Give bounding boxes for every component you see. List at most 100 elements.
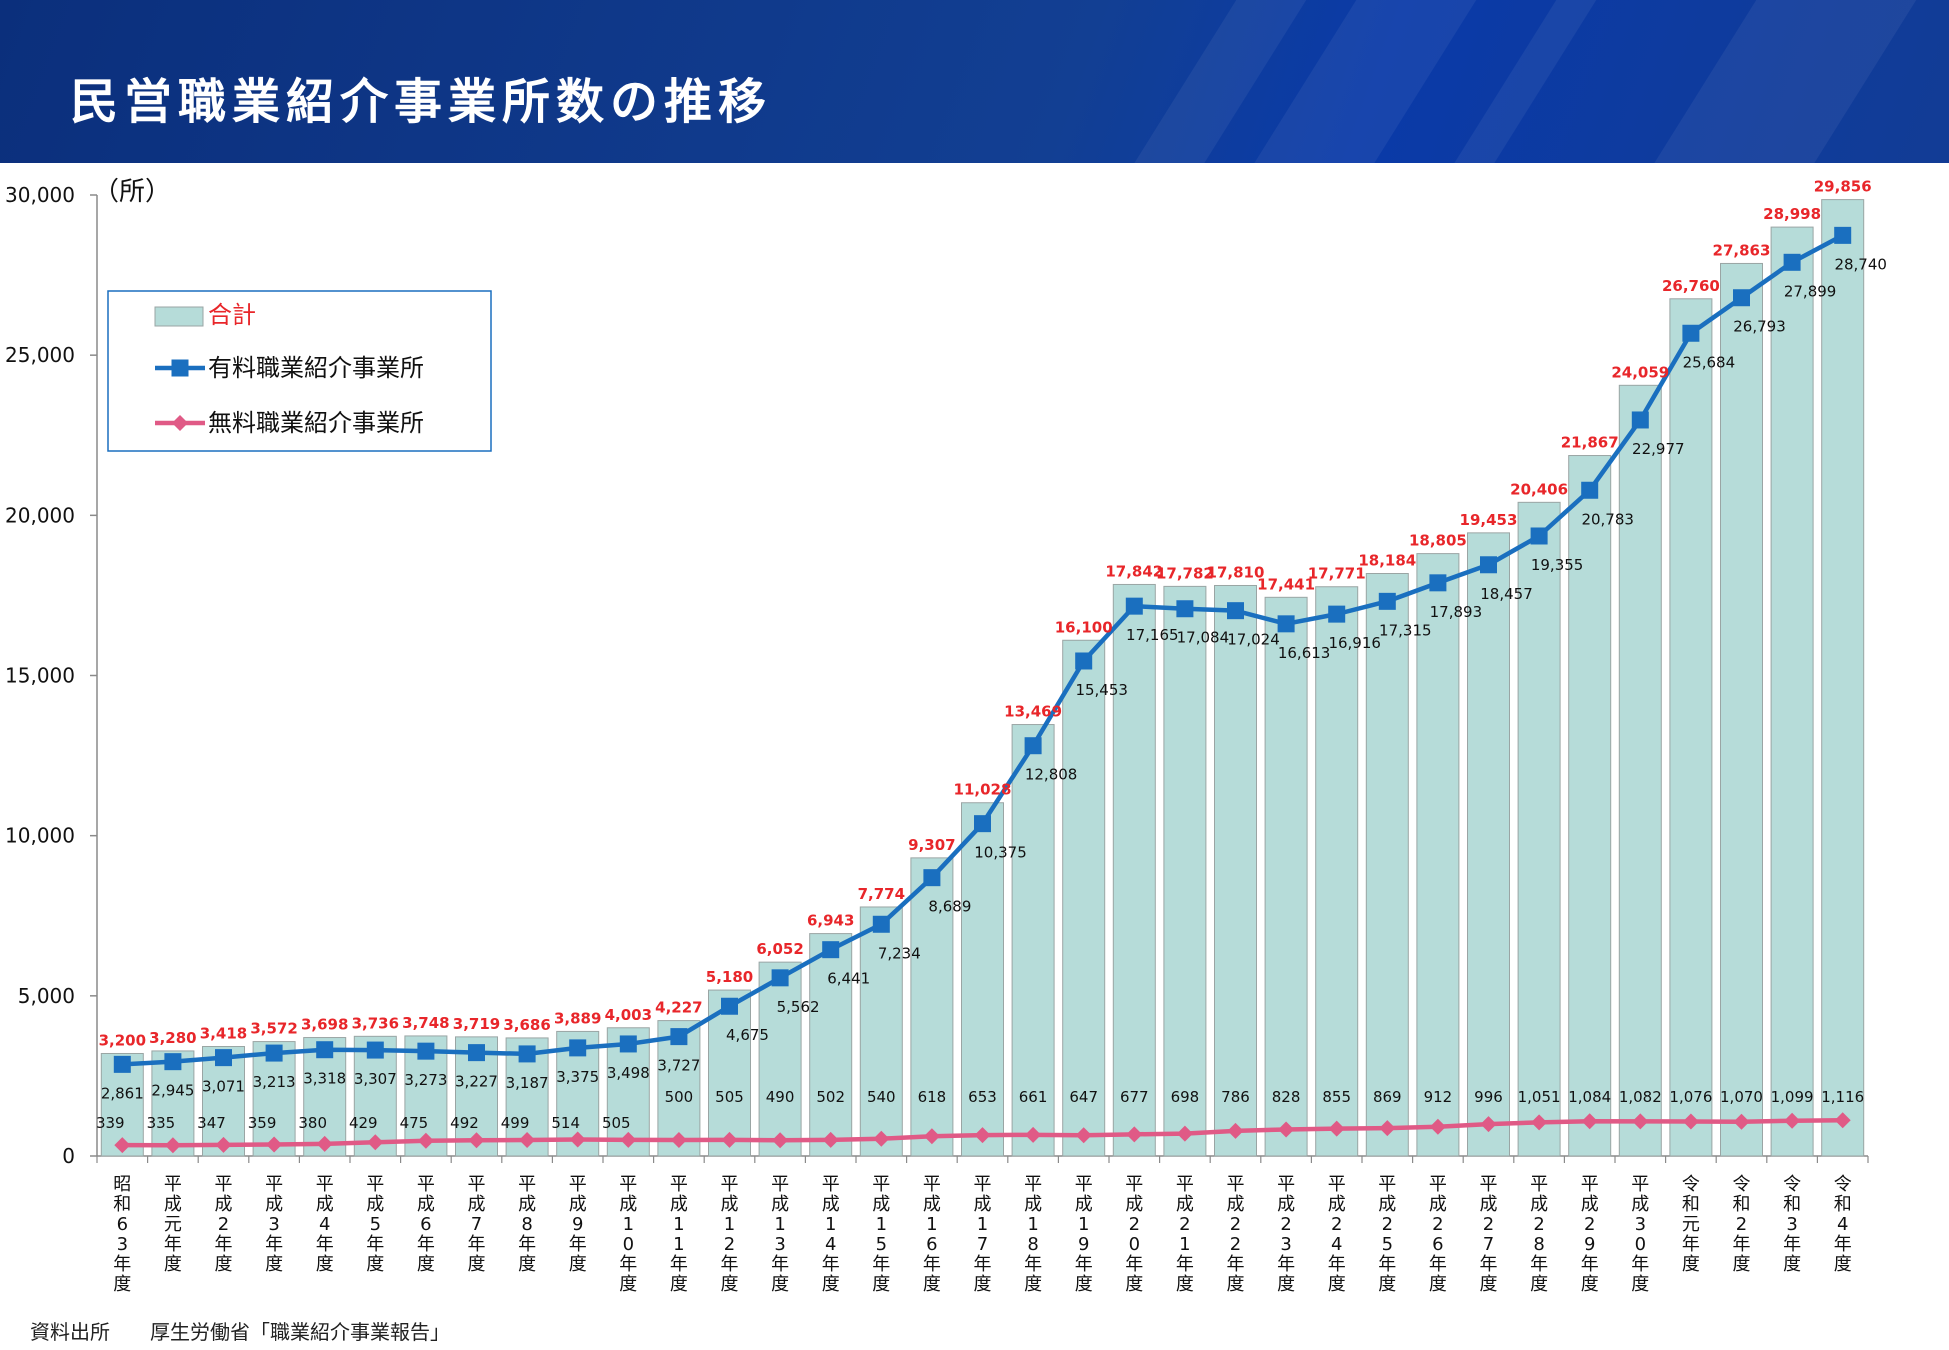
label-free: 492 (450, 1114, 479, 1132)
label-total: 21,867 (1561, 434, 1619, 452)
x-category-char: 2 (724, 1234, 735, 1255)
x-category-char: 平 (215, 1174, 233, 1195)
bar-total (809, 933, 853, 1157)
label-free: 380 (298, 1114, 327, 1132)
label-total: 3,572 (250, 1020, 297, 1038)
marker-free (1784, 1112, 1801, 1129)
chart: 0 5,000 10,000 15,000 20,000 25,000 30,000 （所） 3… (5, 177, 1887, 1295)
x-category-char: 平 (1075, 1174, 1093, 1195)
label-total: 3,736 (352, 1014, 399, 1032)
x-category-char: 1 (673, 1234, 684, 1255)
x-category-char: 平 (872, 1174, 890, 1195)
label-paid: 16,916 (1328, 634, 1381, 652)
label-free: 618 (918, 1088, 947, 1106)
x-category-char: 成 (923, 1194, 941, 1215)
x-category-char: 成 (1227, 1194, 1245, 1215)
x-category-char: 度 (1682, 1254, 1700, 1275)
bar-total (1062, 639, 1106, 1157)
x-category-char: 年 (923, 1254, 941, 1275)
marker-free (1581, 1113, 1598, 1130)
x-category-char: 年 (619, 1254, 637, 1275)
marker-free (1328, 1120, 1345, 1137)
label-paid: 17,315 (1379, 621, 1432, 639)
x-category-char: 令 (1733, 1174, 1751, 1195)
marker-paid (1378, 592, 1396, 610)
marker-free (164, 1137, 181, 1154)
bar-total (708, 989, 751, 1157)
marker-free (468, 1132, 485, 1149)
label-total: 4,227 (655, 999, 702, 1017)
bar-total (1720, 262, 1763, 1157)
x-category-char: 2 (1129, 1214, 1140, 1235)
x-category-char: 平 (518, 1174, 536, 1195)
bar-total (1770, 226, 1814, 1157)
bar-total (1821, 199, 1865, 1157)
label-total: 26,760 (1662, 277, 1720, 295)
label-free: 869 (1373, 1088, 1402, 1106)
x-category-char: 度 (1024, 1274, 1042, 1295)
legend-label-total: 合計 (208, 301, 256, 329)
marker-paid (1733, 289, 1750, 307)
x-category-char: 平 (1378, 1174, 1396, 1195)
x-category-char: 4 (1331, 1234, 1342, 1255)
x-category-char: 9 (572, 1214, 583, 1235)
x-category-char: 9 (1078, 1234, 1089, 1255)
bar-total (1618, 384, 1662, 1157)
source-note: 資料出所 厚生労働省「職業紹介事業報告」 (30, 1316, 450, 1345)
marker-paid (1783, 253, 1801, 271)
x-category-char: 度 (518, 1254, 536, 1275)
label-total: 3,686 (503, 1016, 550, 1034)
x-category-char: 2 (1533, 1214, 1544, 1235)
x-category-char: 成 (619, 1194, 637, 1215)
x-category-char: 6 (117, 1214, 128, 1235)
x-category-char: 平 (822, 1174, 840, 1195)
marker-paid (1480, 556, 1497, 574)
x-category-char: 2 (1432, 1214, 1443, 1235)
x-category-char: 1 (1027, 1214, 1038, 1235)
x-category-char: 度 (974, 1274, 992, 1295)
marker-free (1176, 1125, 1193, 1142)
label-free: 912 (1424, 1088, 1453, 1106)
label-free: 1,082 (1619, 1088, 1662, 1106)
x-category-char: 度 (1834, 1254, 1852, 1275)
x-category-char: 成 (1125, 1194, 1143, 1215)
label-free: 1,070 (1720, 1088, 1763, 1106)
x-category-char: 平 (417, 1174, 435, 1195)
marker-free (1531, 1114, 1548, 1131)
label-free: 339 (96, 1114, 125, 1132)
x-category-char: 平 (1631, 1174, 1649, 1195)
label-paid: 12,808 (1025, 766, 1078, 784)
x-category-char: 度 (1783, 1254, 1801, 1275)
x-category-char: 年 (974, 1254, 992, 1275)
x-category-char: 年 (822, 1254, 840, 1275)
marker-paid (316, 1041, 334, 1059)
marker-free (1480, 1116, 1497, 1133)
x-category-char: 年 (1682, 1234, 1700, 1255)
x-category-char: 1 (673, 1214, 684, 1235)
x-category-char: 和 (1682, 1194, 1700, 1215)
x-category-char: 年 (721, 1254, 739, 1275)
marker-free (316, 1135, 333, 1152)
bar-total (1214, 584, 1257, 1157)
marker-free (1278, 1121, 1295, 1138)
x-category-char: 3 (1280, 1234, 1291, 1255)
x-category-char: 1 (977, 1214, 988, 1235)
x-category-char: 8 (1027, 1234, 1038, 1255)
label-paid: 7,234 (878, 944, 921, 962)
marker-paid (1227, 602, 1244, 620)
x-category-char: 成 (1581, 1194, 1599, 1215)
x-category-char: 1 (623, 1214, 634, 1235)
x-category-char: 成 (417, 1194, 435, 1215)
label-total: 29,856 (1814, 178, 1872, 196)
x-category-char: 令 (1783, 1174, 1801, 1195)
y-tick-label: 10,000 (5, 824, 75, 848)
